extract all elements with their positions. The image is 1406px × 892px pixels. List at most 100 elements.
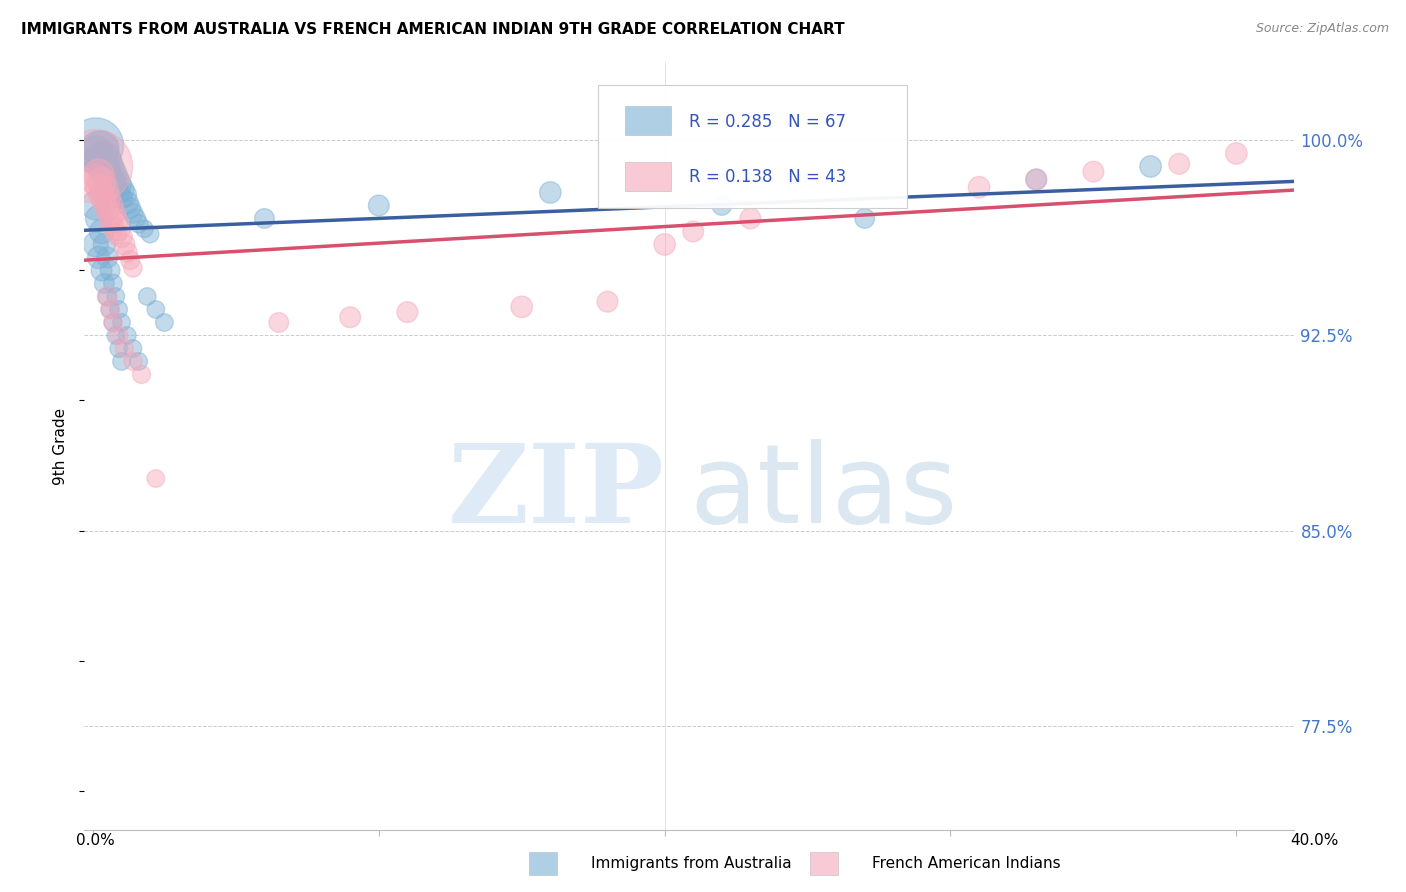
Point [98,169,121,184]
Point [112,342,135,356]
Point [84,198,107,212]
Point [104,172,127,186]
Point [1139,160,1161,174]
Point [90,149,112,163]
Point [87,180,110,194]
Point [107,186,129,200]
Point [253,211,276,226]
Text: Source: ZipAtlas.com: Source: ZipAtlas.com [1256,22,1389,36]
Bar [624,106,671,136]
Point [90,188,112,202]
Point [87,251,110,265]
Point [710,198,733,212]
Point [101,316,124,330]
Point [101,316,124,330]
Point [134,222,156,236]
Point [93,167,115,181]
Point [90,157,112,171]
Point [96,157,118,171]
Point [367,198,389,212]
Point [131,368,153,382]
Point [110,354,132,368]
Point [96,172,118,186]
Text: R = 0.285   N = 67: R = 0.285 N = 67 [689,112,846,130]
Point [96,289,118,303]
Text: ZIP: ZIP [449,439,665,546]
Point [84,237,107,252]
Point [93,277,115,291]
Point [122,260,145,275]
Point [107,178,129,192]
Point [112,237,135,252]
Point [84,138,107,153]
Point [104,180,127,194]
Point [115,195,138,210]
Point [120,253,142,268]
Point [145,471,167,485]
Point [87,144,110,158]
Point [967,180,990,194]
Point [110,191,132,205]
Point [93,183,115,197]
Point [98,198,121,212]
Point [93,195,115,210]
Point [90,224,112,238]
Point [90,141,112,155]
Point [107,328,129,343]
Point [1083,164,1105,178]
Point [107,342,129,356]
Point [1225,146,1247,161]
Point [1025,172,1047,186]
Point [84,146,107,161]
Point [84,160,107,174]
Text: Immigrants from Australia: Immigrants from Australia [591,856,792,871]
Point [101,167,124,181]
Point [104,227,127,241]
Point [267,316,290,330]
Point [128,217,150,231]
Point [153,316,176,330]
Point [93,237,115,252]
Point [136,289,159,303]
Text: R = 0.138   N = 43: R = 0.138 N = 43 [689,168,846,186]
Point [96,203,118,218]
Text: IMMIGRANTS FROM AUSTRALIA VS FRENCH AMERICAN INDIAN 9TH GRADE CORRELATION CHART: IMMIGRANTS FROM AUSTRALIA VS FRENCH AMER… [21,22,845,37]
Point [110,229,132,244]
Point [110,183,132,197]
FancyBboxPatch shape [599,86,907,208]
Point [112,188,135,202]
Point [96,251,118,265]
Point [654,237,676,252]
Point [115,328,138,343]
Point [87,160,110,174]
Point [115,245,138,260]
Point [90,263,112,277]
Point [853,211,876,226]
Point [596,294,619,309]
Point [104,328,127,343]
Point [396,305,419,319]
Bar [624,162,671,191]
Point [122,342,145,356]
Point [84,172,107,186]
Point [96,289,118,303]
Point [98,162,121,177]
Text: 0.0%: 0.0% [76,833,115,847]
Point [128,354,150,368]
Point [107,302,129,317]
Point [110,316,132,330]
Point [104,214,127,228]
Point [122,354,145,368]
Point [740,211,762,226]
Point [96,191,118,205]
Point [1168,157,1191,171]
Point [98,211,121,226]
Point [101,219,124,234]
Point [1025,172,1047,186]
Point [510,300,533,314]
Point [145,302,167,317]
Point [98,263,121,277]
Point [87,167,110,181]
Point [139,227,162,241]
Point [104,289,127,303]
